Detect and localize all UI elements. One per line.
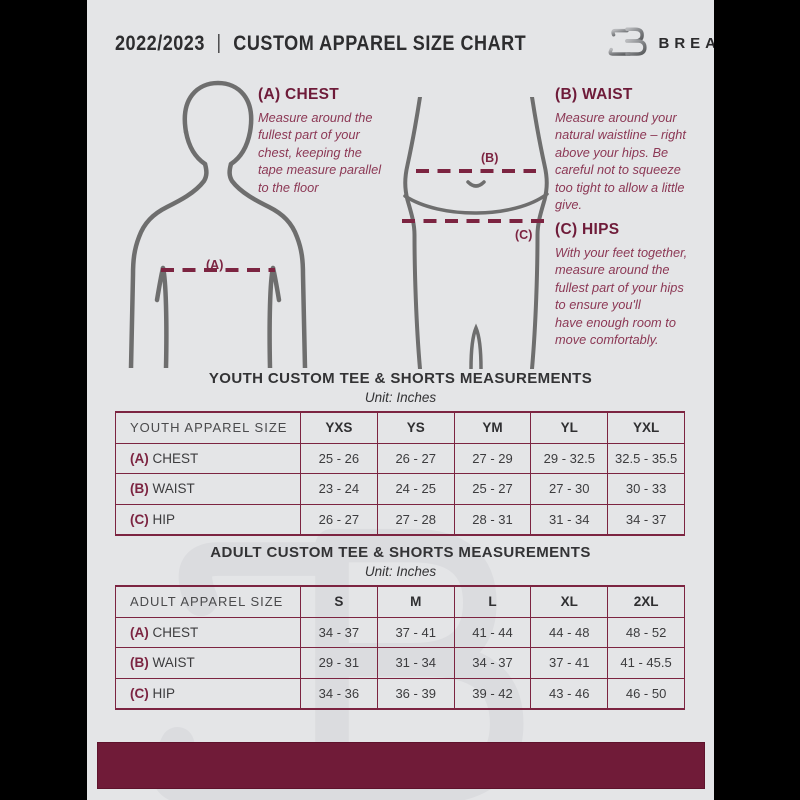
- table-row: (B) WAIST 23 - 24 24 - 25 25 - 27 27 - 30 30 …: [115, 473, 685, 505]
- chest-description: Measure around the fullest part of your …: [258, 110, 382, 195]
- hips-heading: (C) HIPS: [555, 221, 620, 238]
- measurement-value-cell: 41 - 45.5: [607, 647, 685, 679]
- table-row: (B) WAIST 29 - 31 31 - 34 34 - 37 37 - 41 41 …: [115, 647, 685, 679]
- waist-line-label: (B): [481, 151, 499, 165]
- measurement-value-cell: 34 - 37: [607, 503, 685, 536]
- table-row: (C) HIP 34 - 36 36 - 39 39 - 42 43 - 46 46 - …: [115, 677, 685, 710]
- size-column-header: 2XL: [607, 585, 685, 618]
- measurement-prefix: (C): [130, 685, 149, 701]
- lower-body-diagram: [402, 97, 550, 369]
- adult-size-table: ADULT APPAREL SIZE S M L XL 2XL (A) CHEST 34 - …: [115, 585, 685, 710]
- measurement-value-cell: 31 - 34: [376, 647, 455, 679]
- size-column-header: YM: [453, 411, 532, 444]
- hips-description: With your feet together, measure around …: [555, 245, 688, 347]
- measurement-value-cell: 44 - 48: [530, 616, 609, 648]
- size-column-header: M: [376, 585, 455, 618]
- measurement-value-cell: 32.5 - 35.5: [607, 442, 685, 474]
- measurement-label-cell: (B) WAIST: [115, 647, 301, 679]
- adult-table-title: ADULT CUSTOM TEE & SHORTS MEASUREMENTS: [210, 544, 591, 561]
- measurement-value-cell: 26 - 27: [300, 503, 378, 536]
- table-header-row: YOUTH APPAREL SIZE YXS YS YM YL YXL: [115, 411, 685, 444]
- measurement-label-cell: (A) CHEST: [115, 442, 301, 474]
- header: 2022/2023 | CUSTOM APPAREL SIZE CHART: [87, 20, 714, 66]
- measurement-value-cell: 37 - 41: [530, 647, 609, 679]
- measurement-value-cell: 41 - 44: [453, 616, 532, 648]
- measurement-prefix: (B): [130, 655, 149, 671]
- measurement-value-cell: 23 - 24: [300, 473, 378, 505]
- measurement-value-cell: 27 - 29: [453, 442, 532, 474]
- measurement-value-cell: 43 - 46: [530, 677, 609, 710]
- size-chart-page: 2022/2023 | CUSTOM APPAREL SIZE CHART: [87, 0, 714, 800]
- youth-table-unit: Unit: Inches: [364, 390, 437, 405]
- measurement-value-cell: 29 - 31: [300, 647, 378, 679]
- header-title-group: 2022/2023 | CUSTOM APPAREL SIZE CHART: [115, 31, 526, 56]
- size-label-header: YOUTH APPAREL SIZE: [115, 411, 301, 444]
- measurement-prefix: (C): [130, 511, 149, 527]
- measurement-prefix: (A): [130, 624, 149, 640]
- table-row: (A) CHEST 25 - 26 26 - 27 27 - 29 29 - 32.5 3…: [115, 442, 685, 474]
- measurement-value-cell: 29 - 32.5: [530, 442, 609, 474]
- table-row: (C) HIP 26 - 27 27 - 28 28 - 31 31 - 34 34 - …: [115, 503, 685, 536]
- measurement-value-cell: 25 - 27: [453, 473, 532, 505]
- measurement-label-cell: (A) CHEST: [115, 616, 301, 648]
- measurement-value-cell: 34 - 37: [453, 647, 532, 679]
- page-title: CUSTOM APPAREL SIZE CHART: [233, 30, 527, 55]
- table-row: (A) CHEST 34 - 37 37 - 41 41 - 44 44 - 48 48 …: [115, 616, 685, 648]
- table-header-row: ADULT APPAREL SIZE S M L XL 2XL: [115, 585, 685, 618]
- measurement-value-cell: 37 - 41: [376, 616, 455, 648]
- chest-heading: (A) CHEST: [258, 86, 340, 103]
- footer-accent-bar: [97, 742, 705, 789]
- size-column-header: S: [300, 585, 378, 618]
- waist-heading: (B) WAIST: [555, 86, 633, 103]
- size-column-header: YXL: [607, 411, 685, 444]
- measurement-value-cell: 46 - 50: [607, 677, 685, 710]
- size-column-header: YXS: [300, 411, 378, 444]
- youth-table-title: YOUTH CUSTOM TEE & SHORTS MEASUREMENTS: [208, 370, 593, 387]
- measurement-value-cell: 34 - 37: [300, 616, 378, 648]
- measurement-label-cell: (B) WAIST: [115, 473, 301, 505]
- brand-group: BREAKAWAY: [605, 21, 714, 65]
- measurement-value-cell: 25 - 26: [300, 442, 378, 474]
- size-column-header: YS: [376, 411, 455, 444]
- measurement-value-cell: 34 - 36: [300, 677, 378, 710]
- measurement-value-cell: 30 - 33: [607, 473, 685, 505]
- measurement-value-cell: 28 - 31: [453, 503, 532, 536]
- measurement-prefix: (B): [130, 481, 149, 497]
- measurement-prefix: (A): [130, 450, 149, 466]
- measurement-value-cell: 27 - 28: [376, 503, 455, 536]
- header-year: 2022/2023: [115, 30, 205, 55]
- size-column-header: XL: [530, 585, 609, 618]
- measurement-value-cell: 24 - 25: [376, 473, 455, 505]
- hip-line-label: (C): [515, 228, 533, 242]
- measurement-value-cell: 31 - 34: [530, 503, 609, 536]
- measurement-label-cell: (C) HIP: [115, 677, 301, 710]
- measurement-value-cell: 27 - 30: [530, 473, 609, 505]
- chest-line-label: (A): [206, 258, 224, 272]
- adult-table-unit: Unit: Inches: [364, 564, 437, 579]
- measurement-value-cell: 26 - 27: [376, 442, 455, 474]
- youth-size-table: YOUTH APPAREL SIZE YXS YS YM YL YXL (A) CHEST 2…: [115, 411, 685, 536]
- size-column-header: L: [453, 585, 532, 618]
- size-label-header: ADULT APPAREL SIZE: [115, 585, 301, 618]
- measurement-value-cell: 39 - 42: [453, 677, 532, 710]
- brand-name: BREAKAWAY: [658, 34, 714, 52]
- measurement-label-cell: (C) HIP: [115, 503, 301, 536]
- measurement-value-cell: 48 - 52: [607, 616, 685, 648]
- size-column-header: YL: [530, 411, 609, 444]
- waist-description: Measure around your natural waistline – …: [555, 110, 686, 212]
- torso-diagram: [128, 80, 308, 368]
- breakaway-b-logo-icon: [608, 27, 647, 56]
- measurement-value-cell: 36 - 39: [376, 677, 455, 710]
- header-divider: |: [216, 31, 222, 54]
